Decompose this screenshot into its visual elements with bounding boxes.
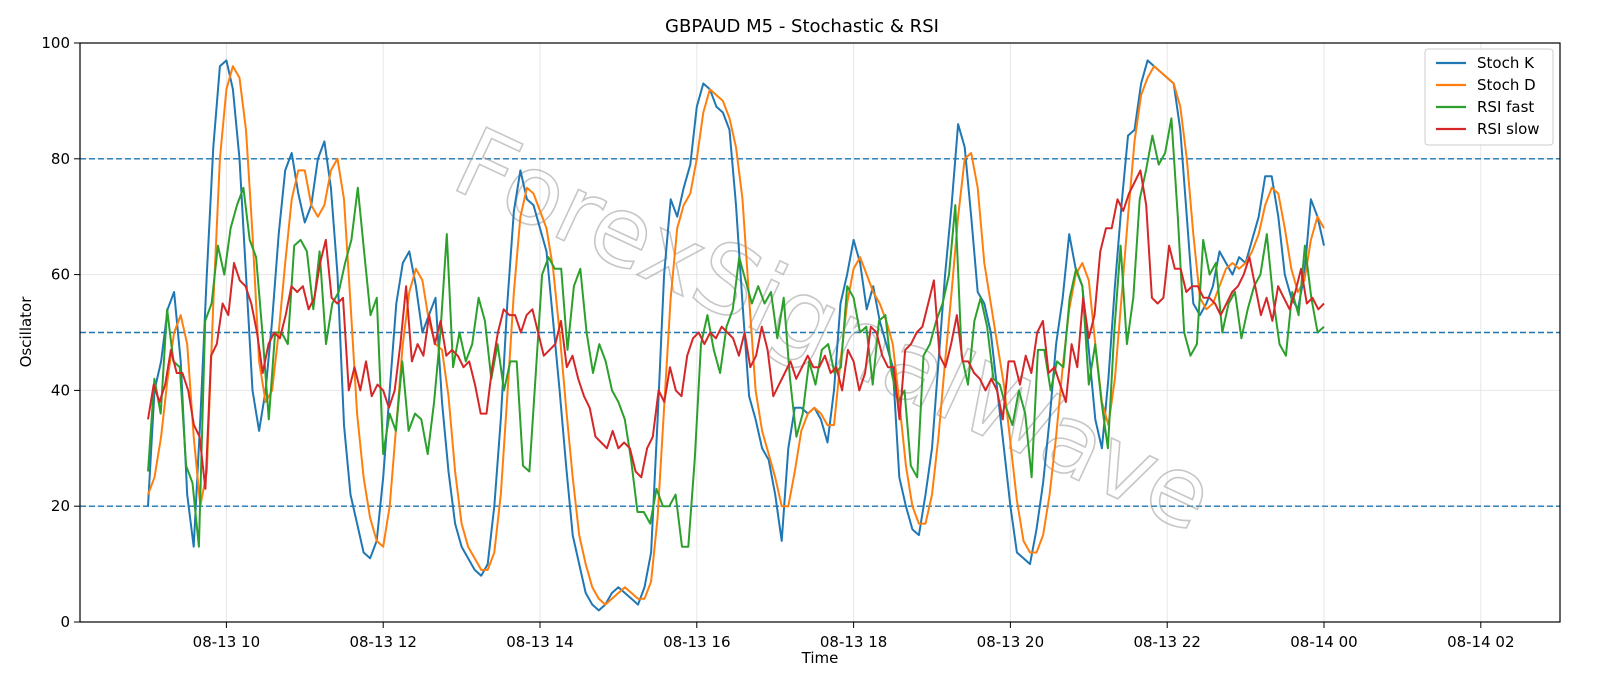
x-tick-label: 08-13 18 <box>820 633 887 651</box>
legend-label: RSI slow <box>1477 120 1540 138</box>
legend-label: Stoch K <box>1477 54 1535 72</box>
x-tick-label: 08-13 22 <box>1133 633 1200 651</box>
x-tick-label: 08-13 20 <box>977 633 1044 651</box>
legend: Stoch K Stoch D RSI fast RSI slow <box>1424 48 1554 146</box>
y-axis-label: Oscillator <box>17 296 35 368</box>
x-axis-ticks: 08-13 10 08-13 12 08-13 14 08-13 16 08-13 18… <box>193 622 1515 651</box>
x-tick-label: 08-13 12 <box>349 633 416 651</box>
x-tick-label: 08-13 16 <box>663 633 730 651</box>
y-tick-label: 20 <box>51 497 70 515</box>
legend-box <box>1424 48 1554 146</box>
y-tick-label: 80 <box>51 150 70 168</box>
legend-label: RSI fast <box>1477 98 1534 116</box>
series-line-3 <box>147 169 1325 490</box>
y-tick-label: 100 <box>41 34 70 52</box>
plot-frame <box>79 42 1561 623</box>
series-lines <box>147 59 1325 612</box>
series-line-0 <box>147 59 1325 612</box>
y-axis-ticks: 0 20 40 60 80 100 <box>41 34 80 631</box>
x-tick-label: 08-14 02 <box>1447 633 1514 651</box>
y-tick-label: 0 <box>60 613 70 631</box>
x-tick-label: 08-13 14 <box>506 633 573 651</box>
legend-label: Stoch D <box>1477 76 1536 94</box>
x-axis-label: Time <box>801 649 839 667</box>
chart-title: GBPAUD M5 - Stochastic & RSI <box>665 16 939 37</box>
series-line-2 <box>147 117 1325 548</box>
series-line-1 <box>147 65 1325 606</box>
y-tick-label: 40 <box>51 381 70 399</box>
y-tick-label: 60 <box>51 266 70 284</box>
x-tick-label: 08-13 10 <box>193 633 260 651</box>
x-tick-label: 08-14 00 <box>1290 633 1357 651</box>
